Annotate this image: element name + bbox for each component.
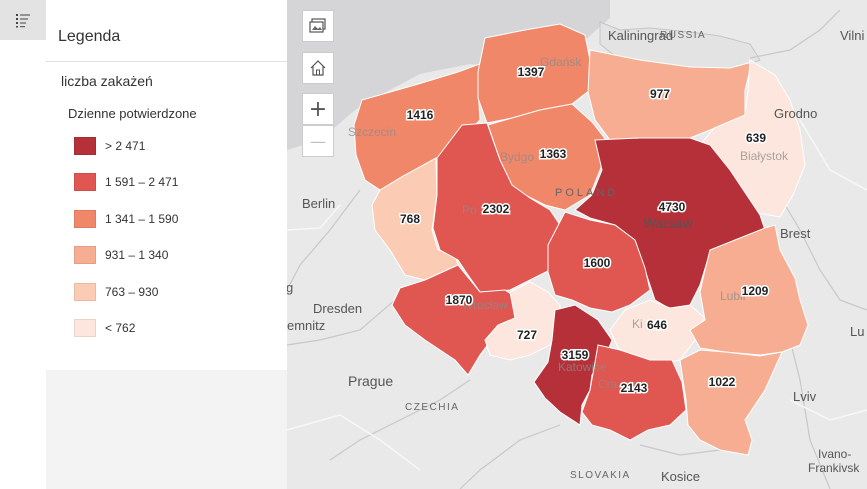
legend-swatch: [74, 246, 96, 264]
place-label-ivano: Ivano-: [818, 447, 851, 461]
place-label-kaliningrad: Kaliningrad: [608, 28, 673, 43]
roads: [287, 119, 867, 471]
place-label-kosice: Kosice: [661, 469, 700, 484]
country-label-russia: RUSSIA: [660, 30, 706, 41]
legend-item-label: < 762: [105, 321, 136, 335]
place-label-frankivsk: Frankivsk: [808, 461, 860, 475]
legend-swatch: [74, 319, 96, 337]
legend-field-name: Dzienne potwierdzone: [68, 106, 197, 121]
legend-layer-name: liczba zakażeń: [61, 73, 153, 89]
basemap-gallery-icon: [309, 18, 326, 33]
region-value-lodzkie: 1600: [584, 256, 611, 270]
home-icon: [310, 60, 326, 76]
region-lodzkie[interactable]: [547, 211, 651, 313]
place-label-lu-edge: Lu: [850, 324, 864, 339]
region-value-warminsko-mazurskie: 977: [650, 87, 670, 101]
city-label-krakow: Cra: [598, 377, 618, 391]
legend-item: < 762: [74, 316, 135, 340]
legend-item: 931 – 1 340: [74, 243, 168, 267]
place-label-vilnius: Vilni: [840, 28, 864, 43]
place-label-brest: Brest: [780, 226, 811, 241]
legend-item-label: > 2 471: [105, 139, 146, 153]
region-value-wielkopolskie: 2302: [483, 202, 510, 216]
place-label-warsaw: Warsaw: [643, 215, 694, 231]
region-value-podlaskie: 639: [746, 131, 766, 145]
region-value-zachodniopomorskie: 1416: [407, 108, 434, 122]
region-value-opolskie: 727: [517, 328, 537, 342]
place-label-prague: Prague: [348, 373, 393, 389]
place-label-g-edge: g: [287, 280, 293, 295]
legend-divider: [46, 61, 287, 62]
city-label-szczecin: Szczecin: [348, 125, 396, 139]
region-value-lubuskie: 768: [400, 212, 420, 226]
region-swietokrzyskie[interactable]: [609, 299, 706, 366]
city-label-bialystok: Białystok: [740, 149, 789, 163]
map-view[interactable]: Szczecin Gdańsk Bydgo Białystok Po Wrocł…: [287, 0, 867, 489]
country-label-slovakia: SLOVAKIA: [570, 470, 631, 481]
left-rail: [0, 0, 46, 489]
place-label-dresden: Dresden: [313, 301, 362, 316]
region-malopolskie[interactable]: [581, 344, 687, 441]
legend-item-label: 1 591 – 2 471: [105, 175, 179, 189]
city-label-bydgoszcz: Bydgo: [500, 150, 534, 164]
legend-swatch: [74, 283, 96, 301]
region-value-dolnoslaskie: 1870: [446, 293, 473, 307]
legend-panel: Legenda liczba zakażeń Dzienne potwierdz…: [46, 0, 288, 370]
legend-swatch: [74, 173, 96, 191]
country-label-poland: POLAND: [555, 187, 618, 199]
region-value-mazowieckie: 4730: [659, 200, 686, 214]
place-label-grodno: Grodno: [774, 106, 817, 121]
city-label-gdansk: Gdańsk: [540, 55, 582, 69]
legend-swatch: [74, 210, 96, 228]
legend-item: 1 591 – 2 471: [74, 170, 178, 194]
city-label-katowice: Katowice: [558, 360, 607, 374]
region-podkarpackie[interactable]: [679, 349, 783, 456]
region-value-swietokrzyskie: 646: [647, 318, 667, 332]
place-label-chemnitz: emnitz: [287, 318, 325, 333]
home-button[interactable]: [302, 52, 334, 84]
legend-item: > 2 471: [74, 134, 145, 158]
region-opolskie[interactable]: [484, 281, 561, 361]
legend-title: Legenda: [58, 28, 121, 45]
city-label-kielce: Ki: [632, 317, 643, 331]
region-value-pomorskie: 1397: [518, 65, 545, 79]
place-label-lviv: Lviv: [793, 389, 817, 404]
city-label-poznan: Po: [462, 203, 477, 217]
legend-item: 1 341 – 1 590: [74, 207, 178, 231]
legend-item: 763 – 930: [74, 280, 158, 304]
region-value-malopolskie: 2143: [621, 381, 648, 395]
legend-list-icon: [16, 14, 30, 28]
region-slaskie[interactable]: [533, 304, 613, 426]
basemap-gallery-button[interactable]: [302, 10, 334, 42]
legend-toggle-button[interactable]: [0, 0, 46, 40]
zoom-in-button[interactable]: +: [302, 93, 334, 125]
legend-item-label: 763 – 930: [105, 285, 159, 299]
region-value-podkarpackie: 1022: [709, 375, 736, 389]
region-dolnoslaskie[interactable]: [391, 264, 521, 376]
region-mazowieckie[interactable]: [574, 137, 766, 311]
legend-swatch: [74, 137, 96, 155]
legend-item-label: 931 – 1 340: [105, 248, 169, 262]
country-label-czechia: CZECHIA: [405, 402, 459, 413]
city-label-wroclaw: Wrocław: [462, 298, 508, 312]
legend-footer: [46, 370, 287, 489]
region-value-lubelskie: 1209: [742, 284, 769, 298]
map-canvas[interactable]: Szczecin Gdańsk Bydgo Białystok Po Wrocł…: [287, 0, 867, 489]
zoom-out-button[interactable]: —: [302, 125, 334, 157]
city-label-lublin: Lubli: [720, 289, 745, 303]
region-value-kujawsko-pomorskie: 1363: [540, 147, 567, 161]
region-lubelskie[interactable]: [689, 224, 809, 356]
legend-item-label: 1 341 – 1 590: [105, 212, 179, 226]
region-value-slaskie: 3159: [562, 348, 589, 362]
place-label-berlin: Berlin: [302, 196, 335, 211]
